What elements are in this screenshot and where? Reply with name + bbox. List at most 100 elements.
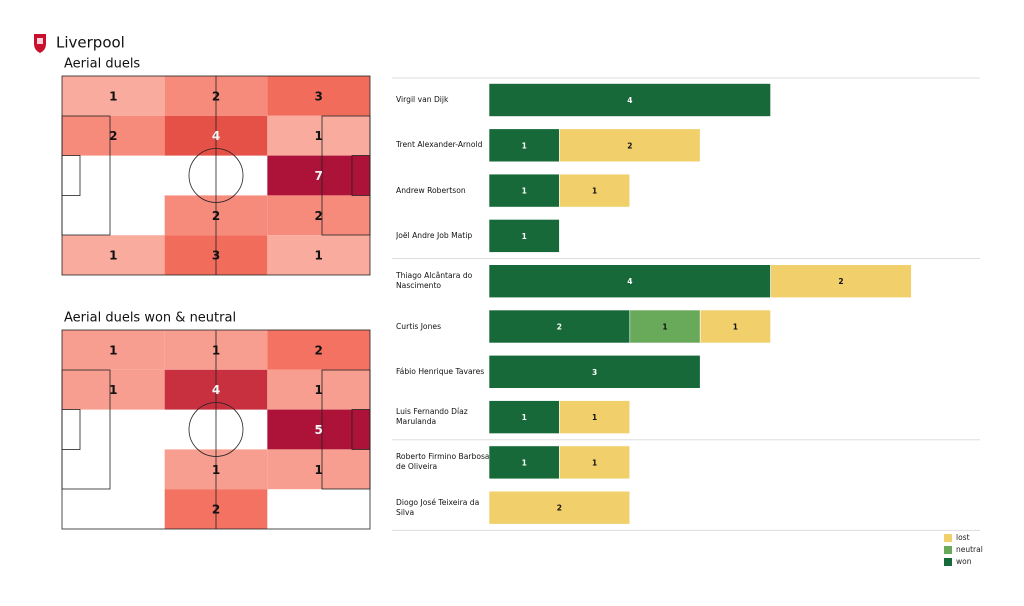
category-label-box: Roberto Firmino Barbosa de Oliveira [396,452,490,472]
team-name: Liverpool [56,34,125,52]
cell-label: 3 [314,89,322,103]
cell-label: 2 [212,89,220,103]
bar-segment [488,83,771,117]
cell-label: 1 [314,249,322,263]
category-label: Virgil van Dijk [396,95,449,104]
bar-segment [559,445,631,480]
heat-cell [267,369,370,410]
cell-label: 1 [109,89,117,103]
legend-label: lost [956,533,970,542]
category-label: Curtis Jones [396,321,442,331]
cell-label: 2 [314,343,322,357]
heat-cell [267,195,370,236]
category-label-box: Thiago Alcântara do Nascimento [396,271,473,291]
legend-swatch [944,534,952,542]
category-label-box: Curtis Jones [396,321,442,331]
bar-segment [629,309,701,344]
bar-label: 1 [662,323,667,332]
category-label-box: Diogo José Teixeira da Silva [396,497,480,517]
category-label: Thiago Alcântara do Nascimento [396,271,473,291]
cell-label: 1 [212,343,220,357]
cell-label: 2 [109,129,117,143]
category-label-box: Joël Andre Job Matip [396,230,473,240]
category-label: Fábio Henrique Tavares [396,366,485,376]
bar-segment [488,219,560,253]
bar-segment [488,309,631,344]
bar-label: 1 [522,187,527,196]
category-label: Joël Andre Job Matip [396,230,473,240]
category-label-box: Virgil van Dijk [396,95,449,104]
bar-label: 2 [838,277,843,286]
cell-label: 1 [314,463,322,477]
bar-label: 1 [592,458,597,467]
bar-label: 1 [592,187,597,196]
chart-title: Aerial duels [64,57,140,72]
cell-label: 1 [314,129,322,143]
bar-segment [699,309,771,344]
heat-cell [267,330,370,370]
legend-swatch [944,546,952,554]
bar-label: 4 [627,277,632,286]
bar-label: 3 [592,368,597,377]
heat-cell [62,235,165,275]
category-label: Diogo José Teixeira da Silva [396,497,480,517]
category-label-box: Fábio Henrique Tavares [396,366,485,376]
bar-label: 1 [522,232,527,241]
cell-label: 3 [212,249,220,263]
goal-box [61,155,81,196]
center-circle [188,148,244,203]
bar-segment [488,354,701,389]
bar-label: 1 [733,323,738,332]
bar-segment [488,400,560,434]
heat-cell [267,155,370,196]
cell-label: 1 [109,343,117,357]
goal-box [351,409,371,450]
heat-cell [267,449,370,490]
bar-label: 1 [522,458,527,467]
goal-box [61,409,81,450]
cell-label: 1 [109,383,117,397]
heat-cell [267,235,370,275]
bar-segment [488,264,771,299]
category-label: Trent Alexander-Arnold [396,140,483,150]
bar-label: 2 [557,323,562,332]
goal-box [351,155,371,196]
bar-segment [559,128,701,163]
heat-cell [62,76,165,116]
heat-cell [267,409,370,450]
bar-label: 2 [557,504,562,513]
heat-cell [267,115,370,156]
category-label-box: Luis Fernando Díaz Marulanda [396,407,468,427]
cell-label: 2 [212,209,220,223]
cell-label: 4 [212,129,220,143]
bar-segment [488,173,560,208]
bar-label: 1 [592,413,597,422]
category-label: Roberto Firmino Barbosa de Oliveira [396,452,490,472]
bar-label: 1 [522,413,527,422]
bar-label: 2 [627,141,632,150]
category-label: Andrew Robertson [396,185,466,195]
bar-segment [559,400,631,434]
heat-cell [62,369,165,410]
category-label: Luis Fernando Díaz Marulanda [396,407,468,427]
bar-segment [488,128,560,163]
bar-label: 4 [627,96,632,105]
legend-label: neutral [956,545,983,554]
bar-label: 1 [522,141,527,150]
category-label-box: Trent Alexander-Arnold [396,140,483,150]
cell-label: 7 [314,169,322,183]
heat-cell [62,115,165,156]
cell-label: 1 [314,383,322,397]
bar-segment [559,173,631,208]
cell-label: 2 [212,503,220,517]
heat-cell [267,76,370,116]
cell-label: 1 [212,463,220,477]
bar-segment [488,490,631,525]
cell-label: 4 [212,383,220,397]
center-circle [188,402,244,457]
team-logo [34,34,46,53]
cell-label: 5 [314,423,322,437]
bar-segment [770,264,912,299]
legend-swatch [944,558,952,566]
